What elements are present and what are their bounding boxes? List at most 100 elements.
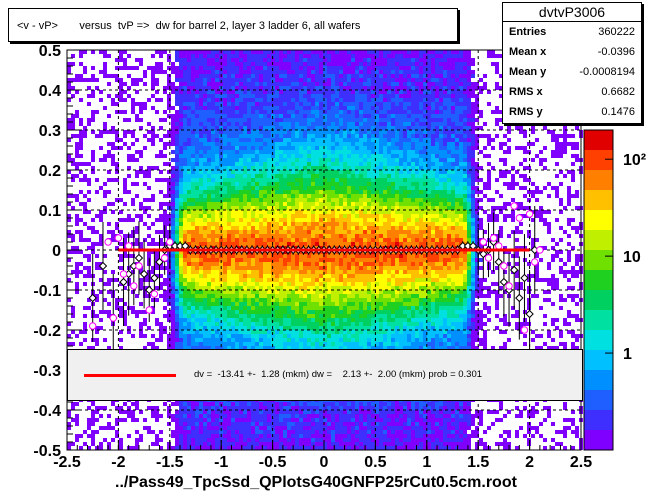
heatmap-cell: [91, 434, 95, 438]
heatmap-cell: [331, 274, 335, 278]
heatmap-cell: [303, 62, 307, 66]
heatmap-cell: [331, 174, 335, 178]
heatmap-cell: [315, 334, 319, 338]
heatmap-cell: [107, 178, 111, 182]
heatmap-cell: [179, 442, 183, 446]
heatmap-cell: [279, 286, 283, 290]
heatmap-cell: [315, 98, 319, 102]
heatmap-cell: [163, 282, 167, 286]
heatmap-cell: [199, 138, 203, 142]
heatmap-cell: [331, 282, 335, 286]
heatmap-cell: [271, 334, 275, 338]
heatmap-cell: [271, 118, 275, 122]
heatmap-cell: [223, 82, 227, 86]
heatmap-cell: [187, 102, 191, 106]
heatmap-cell: [311, 286, 315, 290]
heatmap-cell: [315, 210, 319, 214]
heatmap-cell: [99, 426, 103, 430]
heatmap-cell: [311, 114, 315, 118]
heatmap-cell: [279, 238, 283, 242]
heatmap-cell: [127, 86, 131, 90]
heatmap-cell: [203, 222, 207, 226]
heatmap-cell: [299, 58, 303, 62]
heatmap-cell: [87, 238, 91, 242]
heatmap-cell: [295, 342, 299, 346]
heatmap-cell: [267, 74, 271, 78]
heatmap-cell: [331, 330, 335, 334]
heatmap-cell: [287, 66, 291, 70]
heatmap-cell: [243, 138, 247, 142]
heatmap-cell: [323, 90, 327, 94]
heatmap-cell: [243, 226, 247, 230]
heatmap-cell: [227, 190, 231, 194]
heatmap-cell: [275, 102, 279, 106]
heatmap-cell: [307, 198, 311, 202]
heatmap-cell: [235, 54, 239, 58]
heatmap-cell: [91, 418, 95, 422]
heatmap-cell: [223, 94, 227, 98]
heatmap-cell: [235, 186, 239, 190]
heatmap-cell: [195, 230, 199, 234]
heatmap-cell: [303, 438, 307, 442]
heatmap-cell: [315, 442, 319, 446]
heatmap-cell: [231, 82, 235, 86]
heatmap-cell: [283, 146, 287, 150]
heatmap-cell: [215, 146, 219, 150]
heatmap-cell: [191, 286, 195, 290]
heatmap-cell: [71, 234, 75, 238]
heatmap-cell: [323, 194, 327, 198]
heatmap-cell: [199, 262, 203, 266]
heatmap-cell: [187, 150, 191, 154]
heatmap-cell: [323, 254, 327, 258]
heatmap-cell: [159, 326, 163, 330]
heatmap-cell: [111, 154, 115, 158]
heatmap-cell: [291, 158, 295, 162]
heatmap-cell: [163, 210, 167, 214]
heatmap-cell: [203, 338, 207, 342]
heatmap-cell: [187, 274, 191, 278]
heatmap-cell: [159, 54, 163, 58]
heatmap-cell: [211, 182, 215, 186]
heatmap-cell: [247, 410, 251, 414]
heatmap-cell: [331, 94, 335, 98]
heatmap-cell: [323, 106, 327, 110]
heatmap-cell: [135, 102, 139, 106]
heatmap-cell: [191, 126, 195, 130]
heatmap-cell: [199, 158, 203, 162]
heatmap-cell: [323, 78, 327, 82]
heatmap-cell: [251, 182, 255, 186]
heatmap-cell: [123, 234, 127, 238]
heatmap-cell: [119, 410, 123, 414]
heatmap-cell: [231, 226, 235, 230]
heatmap-cell: [295, 50, 299, 54]
heatmap-cell: [315, 330, 319, 334]
heatmap-cell: [247, 146, 251, 150]
heatmap-cell: [239, 446, 243, 450]
heatmap-cell: [203, 330, 207, 334]
heatmap-cell: [267, 438, 271, 442]
heatmap-cell: [75, 142, 79, 146]
heatmap-cell: [291, 98, 295, 102]
heatmap-cell: [299, 222, 303, 226]
heatmap-cell: [295, 194, 299, 198]
heatmap-cell: [223, 138, 227, 142]
heatmap-cell: [183, 170, 187, 174]
heatmap-cell: [159, 446, 163, 450]
heatmap-cell: [279, 446, 283, 450]
heatmap-cell: [131, 306, 135, 310]
heatmap-cell: [211, 418, 215, 422]
heatmap-cell: [91, 94, 95, 98]
heatmap-cell: [183, 234, 187, 238]
heatmap-cell: [231, 418, 235, 422]
heatmap-cell: [215, 338, 219, 342]
heatmap-cell: [243, 130, 247, 134]
heatmap-cell: [227, 238, 231, 242]
heatmap-cell: [251, 126, 255, 130]
heatmap-cell: [235, 126, 239, 130]
heatmap-cell: [207, 90, 211, 94]
heatmap-cell: [327, 78, 331, 82]
heatmap-cell: [243, 314, 247, 318]
heatmap-cell: [315, 186, 319, 190]
heatmap-cell: [147, 174, 151, 178]
heatmap-cell: [283, 222, 287, 226]
